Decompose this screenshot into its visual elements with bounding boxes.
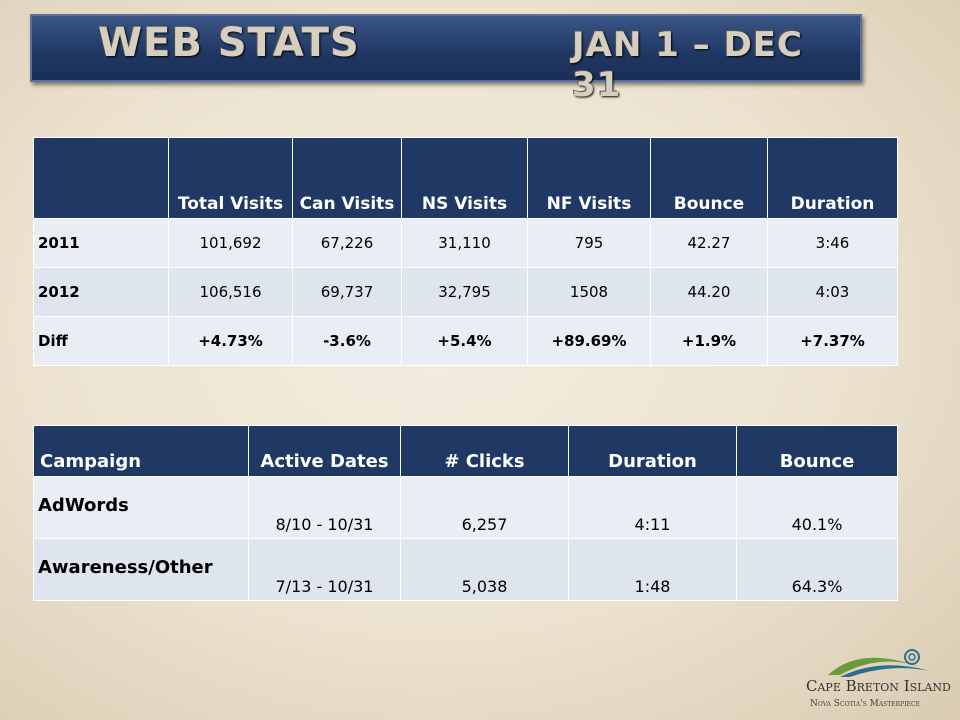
cell: 101,692 [168, 218, 293, 268]
logo-graphic [828, 649, 930, 677]
column-header: Active Dates [248, 425, 401, 477]
cell: 6,257 [400, 476, 569, 539]
title-bar: WEB STATS JAN 1 – DEC 31 [30, 14, 862, 105]
column-header: NS Visits [401, 137, 528, 219]
column-header: Can Visits [292, 137, 402, 219]
visits-table: Total Visits Can Visits NS Visits NF Visits… [33, 137, 898, 366]
column-header: # Clicks [400, 425, 569, 477]
table-row: 2011 101,692 67,226 31,110 795 42.27 3:46 [33, 218, 898, 268]
title: WEB STATS [98, 20, 360, 66]
date-range: JAN 1 – DEC 31 [572, 25, 803, 105]
row-label: Awareness/Other [33, 538, 249, 601]
cell: 8/10 - 10/31 [248, 476, 401, 539]
cell: 67,226 [292, 218, 402, 268]
cell: 31,110 [401, 218, 528, 268]
row-label: 2012 [33, 267, 169, 317]
cell: +1.9% [650, 316, 768, 366]
cell: 1:48 [568, 538, 737, 601]
cell: +5.4% [401, 316, 528, 366]
column-header: Bounce [650, 137, 768, 219]
cell: 32,795 [401, 267, 528, 317]
cell: 64.3% [736, 538, 898, 601]
table-row: AdWords 8/10 - 10/31 6,257 4:11 40.1% [33, 476, 898, 539]
cell: 1508 [527, 267, 651, 317]
corner-cell [33, 137, 169, 219]
column-header: Duration [568, 425, 737, 477]
row-label: AdWords [33, 476, 249, 539]
logo: Cape Breton Island Nova Scotia's Masterp… [800, 645, 951, 715]
cell: +7.37% [767, 316, 898, 366]
row-label: 2011 [33, 218, 169, 268]
row-label: Diff [33, 316, 169, 366]
cell: 69,737 [292, 267, 402, 317]
cell: +4.73% [168, 316, 293, 366]
table-row: 2012 106,516 69,737 32,795 1508 44.20 4:03 [33, 267, 898, 317]
column-header: Bounce [736, 425, 898, 477]
cell: 40.1% [736, 476, 898, 539]
cell: 3:46 [767, 218, 898, 268]
column-header: Total Visits [168, 137, 293, 219]
table-row: Diff +4.73% -3.6% +5.4% +89.69% +1.9% +7.37% [33, 316, 898, 366]
column-header: Campaign [33, 425, 249, 477]
cell: 4:11 [568, 476, 737, 539]
cell: 4:03 [767, 267, 898, 317]
logo-tagline: Nova Scotia's Masterpiece [810, 699, 920, 709]
column-header: NF Visits [527, 137, 651, 219]
cell: 795 [527, 218, 651, 268]
campaign-table: Campaign Active Dates # Clicks Duration Boun… [33, 425, 898, 601]
logo-name: Cape Breton Island [806, 677, 951, 695]
cell: -3.6% [292, 316, 402, 366]
cell: +89.69% [527, 316, 651, 366]
cell: 5,038 [400, 538, 569, 601]
cell: 106,516 [168, 267, 293, 317]
cell: 7/13 - 10/31 [248, 538, 401, 601]
column-header: Duration [767, 137, 898, 219]
cell: 42.27 [650, 218, 768, 268]
cell: 44.20 [650, 267, 768, 317]
table-row: Awareness/Other 7/13 - 10/31 5,038 1:48 64.3… [33, 538, 898, 601]
